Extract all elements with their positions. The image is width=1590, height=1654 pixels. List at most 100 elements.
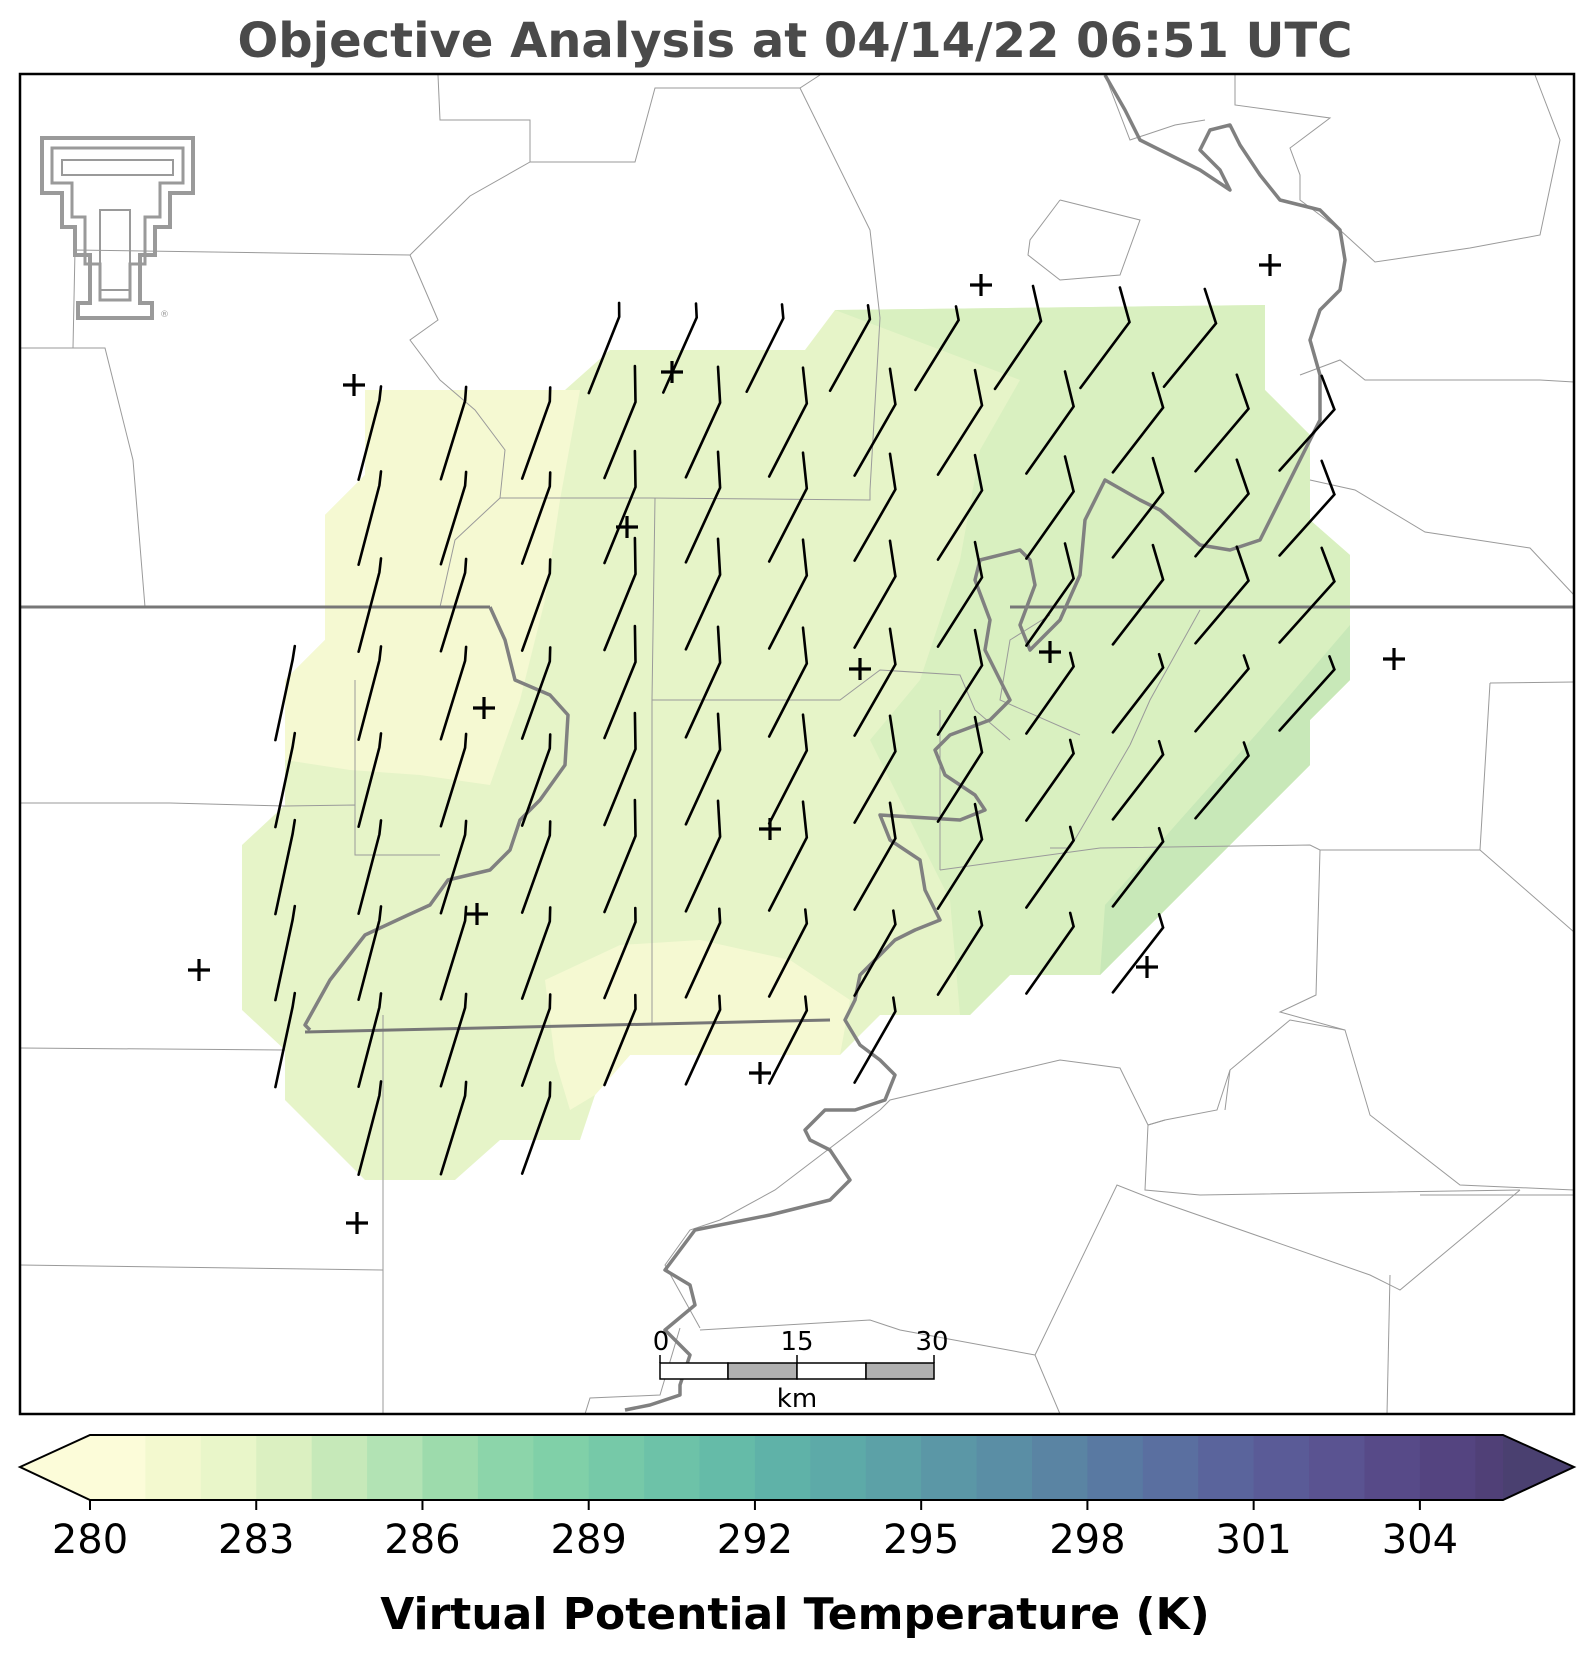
colorbar-tick-label: 286 [384,1517,460,1563]
station-marker [343,374,365,396]
station-marker [1383,648,1405,670]
county-lines [20,74,1574,1414]
scale-bar-seg-2 [727,1362,798,1380]
scale-bar-unit: km [777,1384,817,1414]
logo-registered-mark: ® [160,310,169,320]
colorbar-cell [477,1435,534,1500]
colorbar-cell [1087,1435,1144,1500]
wind-barb [603,906,637,1000]
texas-tech-logo: ® [40,136,195,320]
wind-barb [1025,651,1076,735]
wind-barb [662,302,699,394]
figure-title: Objective Analysis at 04/14/22 06:51 UTC [238,13,1353,69]
wind-barb [828,304,872,393]
wind-barb [853,539,897,649]
colorbar-under-arrow [20,1435,90,1500]
wind-barb [767,995,809,1085]
wind-barb [1278,374,1336,472]
wind-barb [1111,652,1165,734]
wind-barb [853,627,897,737]
wind-barb [936,368,984,476]
station-marker [466,903,488,925]
wind-barb [357,992,383,1088]
state-borders [20,605,1574,1034]
wind-barb [357,1080,383,1176]
station-marker [1039,641,1061,663]
wind-barb [684,365,722,479]
colorbar: 280 283 286 289 292 295 298 301 304 Virtual Pote… [17,1434,1577,1640]
wind-barb [603,798,637,914]
wind-barb [1194,741,1250,820]
colorbar-cell [200,1435,257,1500]
wind-barb [439,732,468,828]
wind-barb [936,628,984,736]
station-markers [188,254,1405,1234]
colorbar-cell [1475,1435,1504,1500]
station-marker [188,959,210,981]
colorbar-cell [921,1435,978,1500]
wind-barb [357,470,383,566]
wind-barb [684,712,722,826]
wind-barb [1162,287,1218,388]
wind-barb [587,301,621,395]
colorbar-cell [976,1435,1033,1500]
wind-barb [936,802,984,910]
wind-barb [993,284,1043,391]
wind-barb [520,386,552,480]
wind-barb [767,908,809,998]
colorbar-cell [699,1435,756,1500]
wind-barb [439,557,468,653]
wind-barb [439,819,468,915]
colorbar-cell [1364,1435,1421,1500]
wind-barb [684,994,722,1086]
wind-barb [520,733,552,827]
colorbar-over-arrow [1503,1435,1574,1500]
map-area: ® [20,74,1574,1414]
wind-barb [1025,370,1076,475]
wind-barb [1194,458,1250,558]
wind-barb [603,624,637,740]
wind-barb [853,909,897,997]
wind-barb [439,645,468,741]
wind-barb [684,799,722,913]
wind-barb [439,905,468,1001]
analysis-region-pale-south [545,940,850,1110]
wind-barb [767,800,809,912]
wind-barb [914,305,960,392]
colorbar-cell [256,1435,313,1500]
colorbar-tick-label: 289 [551,1517,627,1563]
wind-barb [1025,455,1076,560]
wind-barb [274,818,297,916]
wind-barb [520,906,552,1000]
wind-barb [520,558,552,652]
wind-barb [520,993,552,1087]
wind-barb [520,471,552,565]
scale-bar-label-15: 15 [780,1327,813,1357]
station-marker [749,1062,771,1084]
wind-barb [684,537,722,651]
station-marker [1136,956,1158,978]
wind-barb [936,540,984,648]
wind-barb [1111,826,1165,908]
colorbar-cell [533,1435,590,1500]
wind-barb [767,626,809,738]
wind-barbs [274,284,1336,1176]
wind-barb [767,366,809,478]
station-marker [346,1212,368,1234]
colorbar-tick-label: 301 [1215,1517,1291,1563]
wind-barb [1025,825,1076,909]
wind-barb [853,801,897,911]
wind-barb [439,470,468,566]
wind-barb [853,996,897,1084]
wind-barb [1111,456,1165,559]
wind-barb [936,715,984,823]
wind-barb [520,646,552,740]
colorbar-cell [810,1435,867,1500]
colorbar-ticks: 280 283 286 289 292 295 298 301 304 [52,1500,1458,1563]
wind-barb [357,819,383,915]
wind-barb [357,385,383,481]
scale-bar: 0 15 30 km [653,1327,949,1414]
wind-barb [767,713,809,825]
river-central [624,74,1347,1412]
wind-barb [684,907,722,999]
